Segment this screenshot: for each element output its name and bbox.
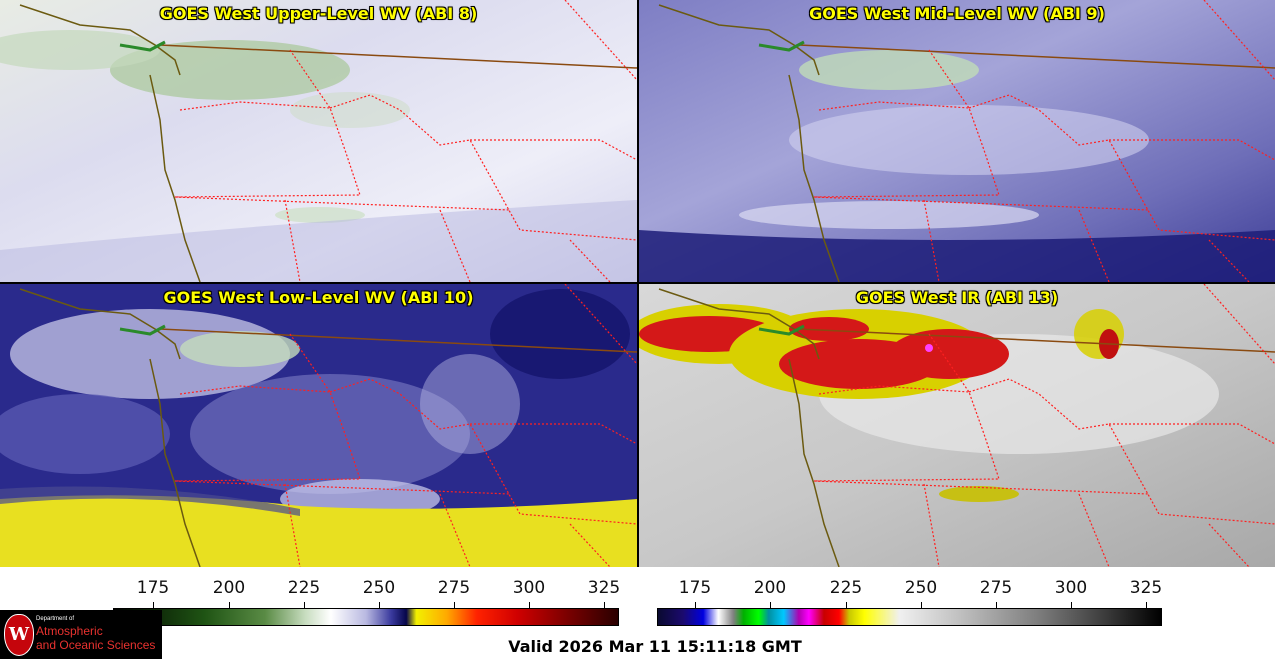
tick-mark <box>529 602 530 608</box>
tick-mark <box>304 602 305 608</box>
ir-colorbar: 175 200 225 250 275 300 325 <box>657 578 1162 628</box>
tick-mark <box>604 602 605 608</box>
wv-colorbar: 175 200 225 250 275 300 325 <box>113 578 621 628</box>
upper-level-wv-panel: GOES West Upper-Level WV (ABI 8) <box>0 0 637 282</box>
logo-line2: and Oceanic Sciences <box>36 638 156 652</box>
tick-mark <box>1071 602 1072 608</box>
valid-time: Valid 2026 Mar 11 15:11:18 GMT <box>508 637 802 656</box>
tick-label: 275 <box>437 578 471 598</box>
tick-mark <box>379 602 380 608</box>
tick-mark <box>229 602 230 608</box>
horizontal-divider <box>0 282 1275 284</box>
tick-mark <box>1146 602 1147 608</box>
tick-mark <box>846 602 847 608</box>
tick-label: 275 <box>979 578 1013 598</box>
ir-image <box>639 284 1275 567</box>
tick-label: 325 <box>587 578 621 598</box>
panel-title: GOES West Upper-Level WV (ABI 8) <box>159 4 478 23</box>
panel-title: GOES West Mid-Level WV (ABI 9) <box>809 4 1105 23</box>
tick-mark <box>153 602 154 608</box>
tick-label: 300 <box>512 578 546 598</box>
tick-label: 175 <box>678 578 712 598</box>
tick-mark <box>695 602 696 608</box>
ir-panel: GOES West IR (ABI 13) <box>639 284 1275 567</box>
tick-mark <box>996 602 997 608</box>
tick-mark <box>454 602 455 608</box>
uw-crest-icon: W <box>4 614 34 656</box>
tick-label: 325 <box>1129 578 1163 598</box>
wv-colorbar-gradient <box>113 608 619 626</box>
low-level-wv-image <box>0 284 637 567</box>
logo-line1: Atmospheric <box>36 624 103 638</box>
tick-label: 250 <box>904 578 938 598</box>
tick-label: 200 <box>753 578 787 598</box>
ir-colorbar-gradient <box>657 608 1162 626</box>
logo-dept-text: Department of <box>36 616 75 622</box>
tick-label: 225 <box>829 578 863 598</box>
tick-label: 250 <box>362 578 396 598</box>
tick-mark <box>921 602 922 608</box>
tick-label: 300 <box>1054 578 1088 598</box>
panel-title: GOES West Low-Level WV (ABI 10) <box>163 288 474 307</box>
tick-label: 200 <box>212 578 246 598</box>
tick-label: 175 <box>136 578 170 598</box>
aos-logo: W Department of Atmospheric and Oceanic … <box>0 610 162 659</box>
mid-level-wv-panel: GOES West Mid-Level WV (ABI 9) <box>639 0 1275 282</box>
mid-level-wv-image <box>639 0 1275 282</box>
wv-colorbar-ticks: 175 200 225 250 275 300 325 <box>113 578 621 602</box>
panel-title: GOES West IR (ABI 13) <box>855 288 1059 307</box>
upper-level-wv-image <box>0 0 637 282</box>
ir-colorbar-ticks: 175 200 225 250 275 300 325 <box>657 578 1162 602</box>
tick-mark <box>770 602 771 608</box>
low-level-wv-panel: GOES West Low-Level WV (ABI 10) <box>0 284 637 567</box>
tick-label: 225 <box>287 578 321 598</box>
